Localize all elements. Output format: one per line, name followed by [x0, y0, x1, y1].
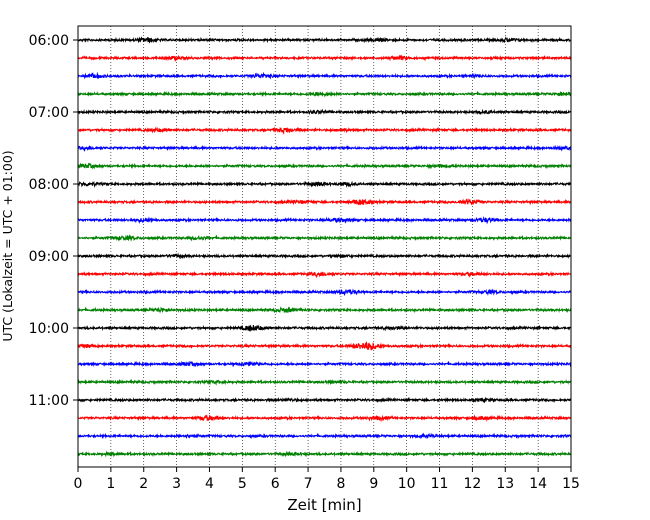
seismic-trace — [77, 341, 572, 351]
y-axis-ticks: 06:00 07:00 08:00 09:00 10:00 11:00 — [29, 33, 78, 409]
y-tick-label: 11:00 — [29, 393, 69, 409]
seismic-trace — [77, 54, 572, 63]
x-tick-label: 1 — [106, 476, 115, 492]
y-tick-label: 08:00 — [29, 177, 69, 193]
seismic-trace — [77, 144, 572, 152]
seismic-trace — [77, 378, 572, 386]
x-tick-label: 11 — [431, 476, 449, 492]
x-tick-label: 14 — [529, 476, 547, 492]
seismic-trace — [77, 215, 572, 225]
x-tick-label: 8 — [336, 476, 345, 492]
y-tick-label: 09:00 — [29, 249, 69, 265]
plot-frame — [77, 25, 572, 468]
x-tick-label: 13 — [496, 476, 514, 492]
seismic-trace — [77, 432, 572, 440]
seismic-trace — [77, 126, 572, 136]
x-axis-label: Zeit [min] — [287, 496, 361, 514]
seismic-trace — [77, 306, 572, 314]
seismic-trace — [77, 198, 572, 206]
seismic-trace — [77, 36, 572, 44]
seismic-trace — [77, 288, 572, 297]
plot-background — [78, 26, 571, 467]
seismic-trace — [77, 270, 572, 279]
seismic-trace — [77, 252, 572, 260]
seismic-trace — [77, 414, 572, 423]
seismic-trace — [77, 162, 572, 170]
x-tick-label: 6 — [271, 476, 280, 492]
seismic-trace — [77, 324, 572, 333]
x-tick-label: 0 — [74, 476, 83, 492]
y-tick-label: 06:00 — [29, 33, 69, 49]
x-tick-label: 12 — [463, 476, 481, 492]
x-tick-label: 2 — [139, 476, 148, 492]
x-tick-label: 10 — [398, 476, 416, 492]
seismic-trace — [77, 396, 572, 404]
x-tick-label: 5 — [238, 476, 247, 492]
seismic-trace — [77, 450, 572, 458]
seismic-trace — [77, 90, 572, 98]
y-axis-label: UTC (Lokalzeit = UTC + 01:00) — [0, 150, 15, 341]
seismic-trace — [77, 234, 572, 242]
seismic-trace — [77, 180, 572, 188]
x-tick-label: 9 — [369, 476, 378, 492]
seismic-trace — [77, 360, 572, 368]
x-tick-label: 7 — [304, 476, 313, 492]
seismic-trace — [77, 108, 572, 116]
seismic-trace — [77, 71, 572, 80]
y-tick-label: 10:00 — [29, 321, 69, 337]
x-axis-ticks: 0 1 2 3 4 5 6 7 8 9 10 11 12 13 14 15 — [74, 467, 580, 492]
x-tick-label: 15 — [562, 476, 580, 492]
seismic-traces — [77, 36, 572, 458]
y-tick-label: 07:00 — [29, 105, 69, 121]
x-tick-label: 3 — [172, 476, 181, 492]
x-tick-label: 4 — [205, 476, 214, 492]
